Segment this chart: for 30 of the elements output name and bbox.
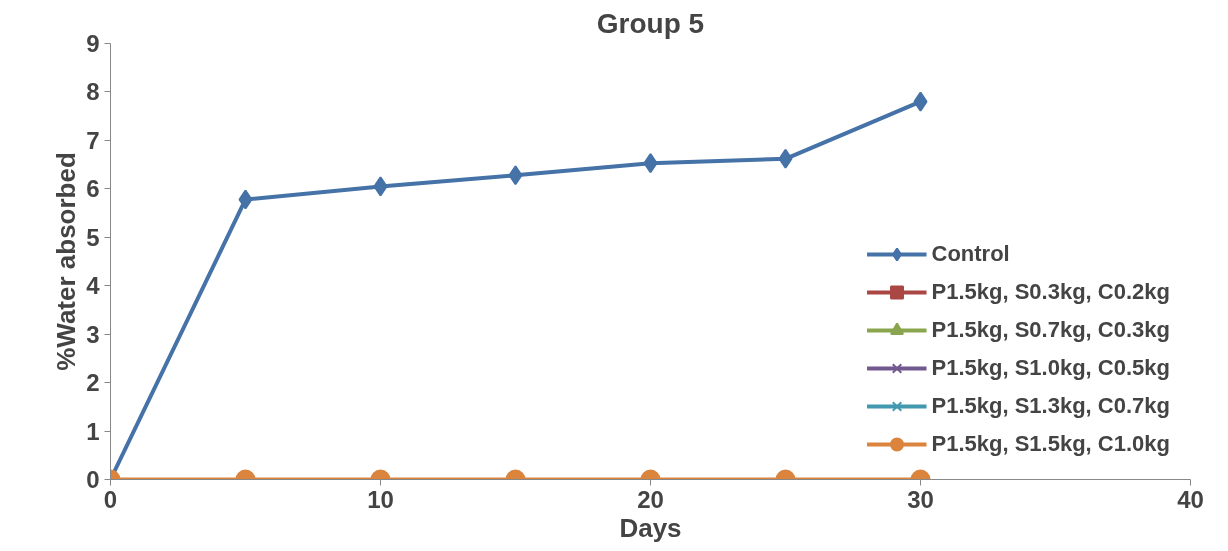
point — [238, 189, 253, 210]
x-tick-label: 20 — [637, 485, 664, 513]
legend-label: P1.5kg, S1.5kg, C1.0kg — [931, 430, 1170, 458]
point — [508, 165, 523, 186]
y-axis-title: %Water absorbed — [51, 152, 82, 371]
x-tick-label: 30 — [907, 485, 934, 513]
y-tick-label: 8 — [86, 78, 100, 106]
y-tick-label: 2 — [86, 369, 100, 397]
y-tick-label: 6 — [86, 175, 100, 203]
y-tick-label: 7 — [86, 126, 100, 154]
legend-label: Control — [931, 240, 1010, 268]
point — [778, 148, 793, 169]
y-tick-label: 5 — [86, 223, 100, 251]
x-tick-label: 10 — [367, 485, 394, 513]
y-tick-label: 1 — [86, 417, 100, 445]
y-tick-label: 9 — [86, 30, 100, 57]
y-tick-label: 4 — [86, 272, 101, 300]
legend-label: P1.5kg, S1.0kg, C0.5kg — [931, 354, 1170, 382]
point — [643, 153, 658, 174]
point — [913, 91, 928, 112]
legend-label: P1.5kg, S0.3kg, C0.2kg — [931, 278, 1170, 306]
legend-label: P1.5kg, S0.7kg, C0.3kg — [931, 316, 1170, 344]
x-tick-label: 0 — [103, 485, 118, 513]
y-tick-label: 3 — [86, 320, 100, 348]
point — [373, 176, 388, 197]
y-tick-label: 0 — [86, 466, 100, 493]
x-axis-title: Days — [619, 512, 682, 543]
x-tick-label: 40 — [1177, 485, 1204, 513]
chart-title: Group 5 — [596, 7, 705, 39]
legend-label: P1.5kg, S1.3kg, C0.7kg — [931, 392, 1170, 420]
